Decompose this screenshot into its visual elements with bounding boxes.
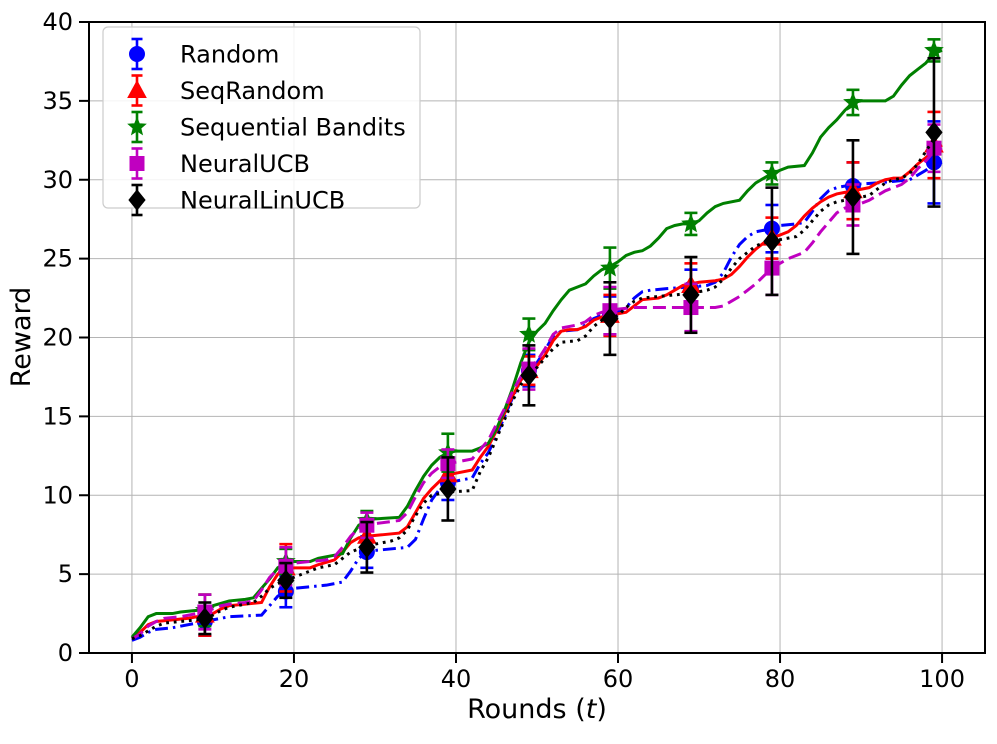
- legend: Random SeqRandom Sequential Bandits NeuralU…: [102, 26, 421, 217]
- axes-layer: 0 20 40 60 80 100 0 5 10 15 20 25 30 35 40: [42, 8, 986, 693]
- y-tick-label: 0: [58, 639, 73, 667]
- diamond-marker: [844, 186, 862, 208]
- legend-item-sequential-bandits: Sequential Bandits: [127, 110, 406, 144]
- series-neurallinucb: [131, 56, 943, 641]
- star-marker: [762, 163, 782, 182]
- x-tick-label: 40: [441, 665, 472, 693]
- legend-item-random: Random: [129, 37, 279, 71]
- x-axis-label-prefix: Rounds (: [467, 694, 586, 725]
- series-layer: [130, 38, 944, 642]
- legend-item-neuralucb: NeuralUCB: [129, 147, 310, 180]
- diamond-marker: [682, 284, 700, 306]
- legend-label: NeuralLinUCB: [180, 187, 345, 215]
- y-tick-label: 10: [42, 481, 73, 509]
- series-line: [131, 143, 943, 640]
- diamond-marker: [439, 478, 457, 500]
- legend-label: Random: [180, 41, 279, 69]
- y-tick-label: 30: [42, 166, 73, 194]
- legend-item-neurallinucb: NeuralLinUCB: [128, 183, 345, 217]
- legend-label: SeqRandom: [180, 77, 325, 105]
- star-marker: [519, 324, 539, 343]
- star-marker: [600, 257, 620, 277]
- legend-star-marker: [127, 116, 147, 136]
- legend-label: Sequential Bandits: [180, 114, 406, 142]
- y-tick-label: 20: [42, 324, 73, 352]
- series-line: [131, 146, 943, 641]
- y-tick-label: 40: [42, 8, 73, 36]
- star-marker: [843, 92, 863, 111]
- legend-diamond-marker: [128, 189, 146, 211]
- y-axis-label: Reward: [6, 287, 37, 388]
- diamond-marker: [196, 607, 214, 630]
- legend-circle-marker: [129, 46, 145, 62]
- star-marker: [924, 40, 944, 59]
- diamond-marker: [358, 536, 376, 559]
- grid-layer: [89, 21, 985, 654]
- diamond-marker: [520, 364, 538, 387]
- x-axis-label-suffix: ): [596, 694, 607, 725]
- y-tick-label: 15: [42, 402, 73, 430]
- x-tick-label: 80: [765, 665, 796, 693]
- y-tick-label: 35: [42, 87, 73, 115]
- legend-item-seqrandom: SeqRandom: [127, 74, 325, 107]
- x-axis-label-italic: t: [586, 694, 598, 725]
- legend-square-marker: [129, 156, 145, 171]
- diamond-marker: [763, 230, 781, 253]
- x-tick-label: 100: [919, 665, 965, 693]
- diamond-marker: [277, 569, 295, 592]
- legend-triangle-marker: [127, 79, 147, 98]
- diamond-marker: [925, 121, 943, 144]
- legend-label: NeuralUCB: [180, 150, 310, 178]
- diamond-marker: [601, 307, 619, 330]
- series-sequential-bandits: [130, 38, 944, 639]
- x-axis-label: Rounds (t): [467, 694, 607, 725]
- x-tick-label: 0: [124, 665, 139, 693]
- star-marker: [681, 213, 701, 233]
- y-tick-label: 5: [58, 560, 73, 588]
- x-tick-label: 20: [279, 665, 310, 693]
- legend-box: [102, 26, 421, 209]
- y-tick-label: 25: [42, 245, 73, 273]
- x-tick-label: 60: [603, 665, 634, 693]
